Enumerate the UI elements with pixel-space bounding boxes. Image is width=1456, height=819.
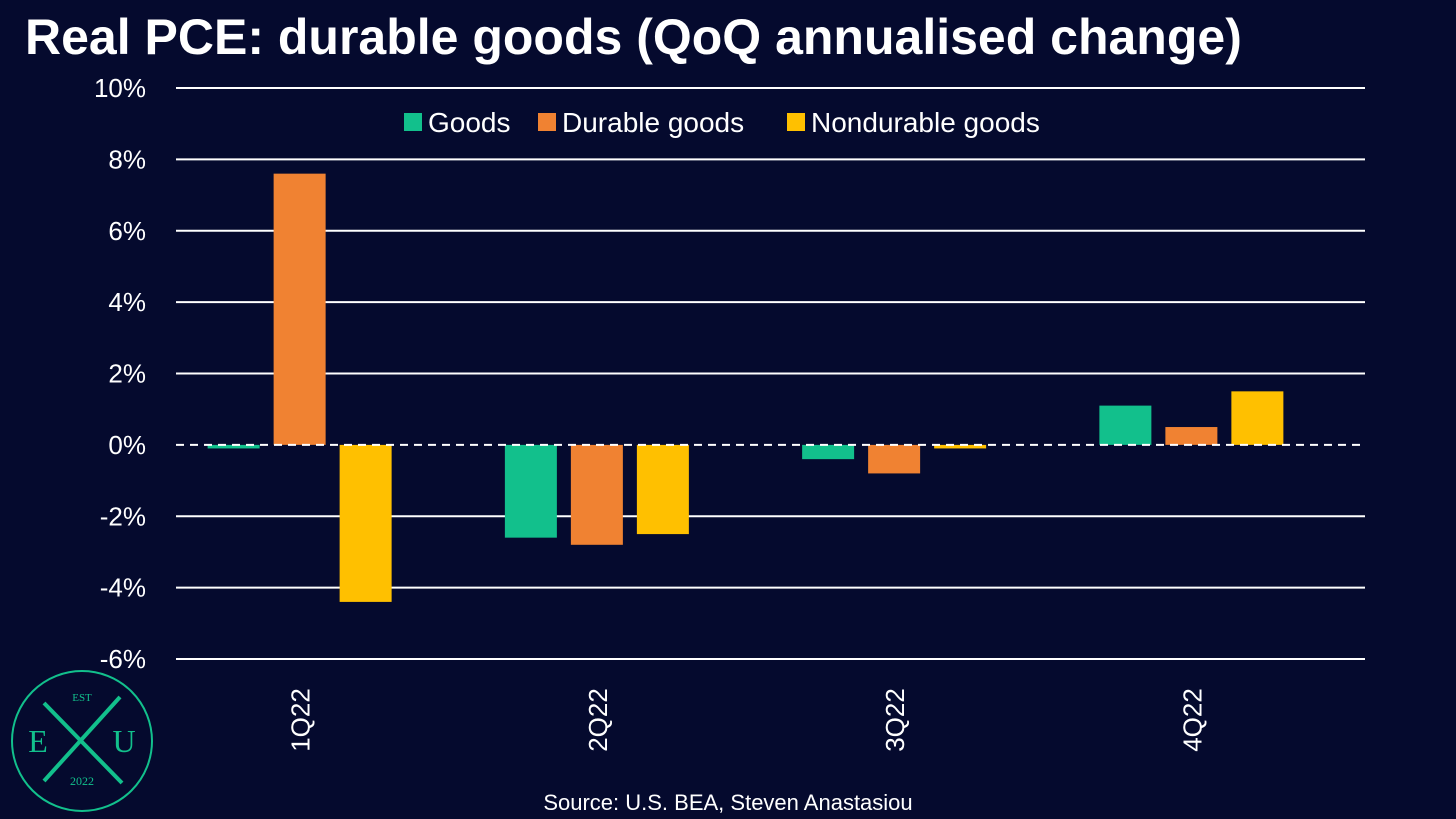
legend: Goods Durable goods Nondurable goods: [404, 107, 1040, 138]
bar-goods-2q22: [504, 444, 557, 538]
bar-durable-goods-2q22: [570, 444, 623, 545]
logo-left-letter: E: [28, 723, 48, 759]
y-tick-label: 8%: [108, 144, 146, 174]
y-tick-label: -4%: [100, 573, 146, 603]
bar-durable-goods-4q22: [1165, 427, 1218, 445]
y-axis-ticks: 10% 8% 6% 4% 2% 0% -2% -4% -6%: [94, 73, 146, 674]
x-category-label: 3Q22: [880, 688, 910, 752]
y-tick-label: -6%: [100, 644, 146, 674]
bar-goods-3q22: [802, 444, 855, 460]
y-tick-label: 0%: [108, 430, 146, 460]
legend-swatch: [787, 113, 805, 131]
chart-title: Real PCE: durable goods (QoQ annualised …: [25, 9, 1242, 65]
logo-cross-line: [42, 701, 124, 785]
logo-right-letter: U: [112, 723, 135, 759]
bars: [207, 173, 1284, 602]
legend-swatch: [538, 113, 556, 131]
source-note: Source: U.S. BEA, Steven Anastasiou: [543, 790, 913, 815]
y-tick-label: 10%: [94, 73, 146, 103]
bar-nondurable-goods-4q22: [1231, 391, 1284, 445]
legend-label: Nondurable goods: [811, 107, 1040, 138]
logo-badge: EST E U 2022: [11, 670, 153, 812]
logo-bottom-text: 2022: [70, 774, 94, 788]
x-category-label: 1Q22: [286, 688, 316, 752]
bar-nondurable-goods-3q22: [934, 444, 987, 449]
bar-durable-goods-3q22: [868, 444, 921, 474]
bar-goods-4q22: [1099, 405, 1152, 445]
y-tick-label: -2%: [100, 501, 146, 531]
logo-ring: [11, 670, 153, 812]
bar-nondurable-goods-1q22: [339, 444, 392, 602]
logo-top-text: EST: [72, 692, 92, 704]
legend-label: Goods: [428, 107, 511, 138]
gridlines: [176, 87, 1365, 660]
y-tick-label: 6%: [108, 216, 146, 246]
legend-label: Durable goods: [562, 107, 744, 138]
logo-cross-line: [42, 695, 122, 783]
x-axis-categories: 1Q22 2Q22 3Q22 4Q22: [286, 688, 1208, 752]
x-category-label: 4Q22: [1177, 688, 1207, 752]
y-tick-label: 2%: [108, 359, 146, 389]
bar-durable-goods-1q22: [273, 173, 326, 445]
bar-goods-1q22: [207, 444, 260, 449]
bar-nondurable-goods-2q22: [636, 444, 689, 535]
x-category-label: 2Q22: [583, 688, 613, 752]
y-tick-label: 4%: [108, 287, 146, 317]
legend-swatch: [404, 113, 422, 131]
